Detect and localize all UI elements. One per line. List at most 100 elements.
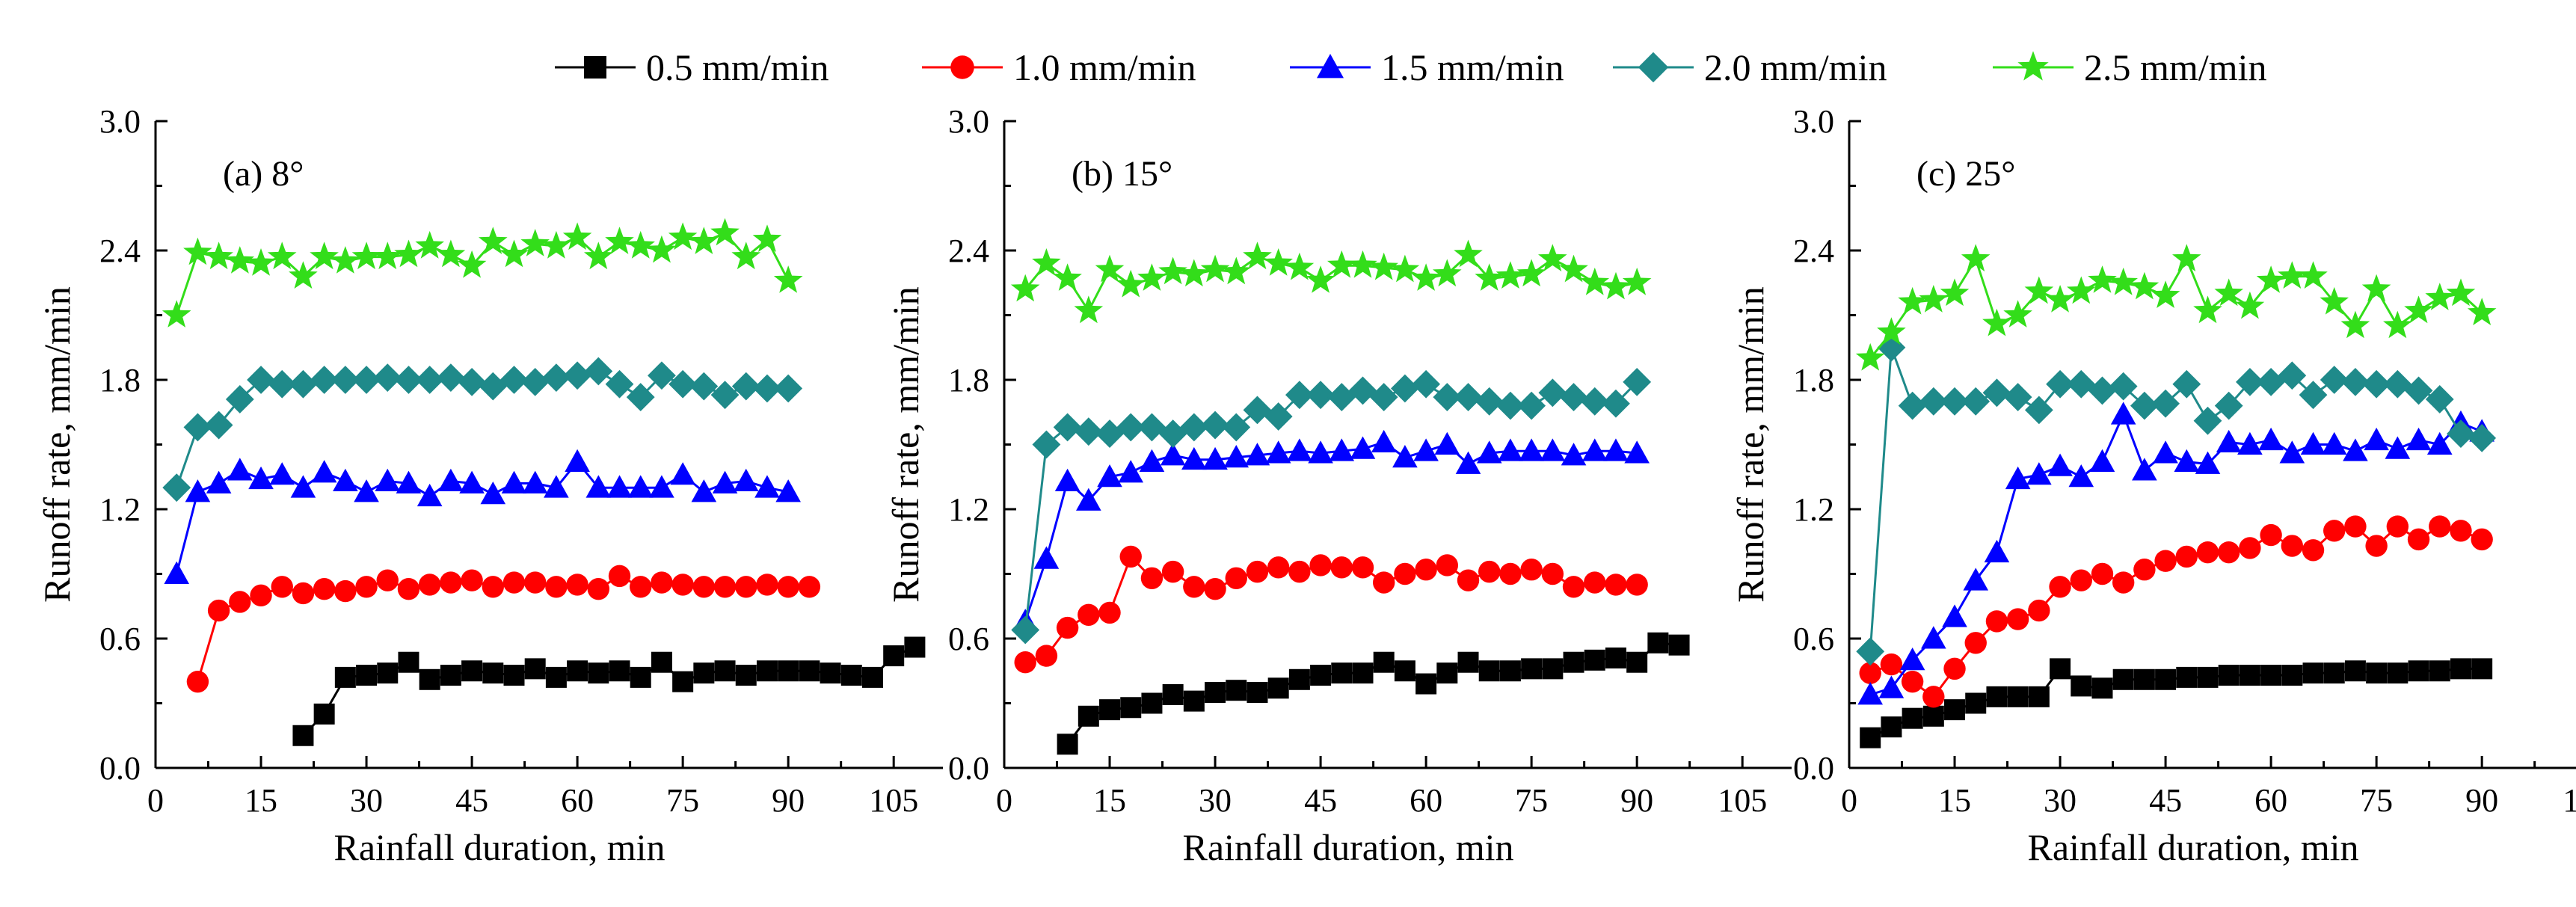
- x-tick-label: 60: [2254, 782, 2287, 819]
- data-point: [1415, 559, 1437, 581]
- series: [186, 565, 821, 693]
- data-point: [394, 239, 423, 268]
- data-point: [689, 227, 719, 254]
- data-point: [459, 470, 485, 494]
- data-point: [2281, 665, 2303, 686]
- data-point: [756, 574, 778, 596]
- data-point: [440, 665, 461, 686]
- data-point: [1373, 651, 1395, 673]
- data-point: [1478, 560, 1501, 583]
- data-point: [501, 470, 527, 494]
- data-point: [1475, 387, 1504, 416]
- x-tick-label: 45: [2149, 782, 2182, 819]
- data-point: [1204, 577, 1226, 600]
- data-point: [798, 576, 821, 598]
- x-tick-label: 45: [1304, 782, 1337, 819]
- data-point: [1519, 438, 1544, 461]
- data-point: [1940, 278, 1970, 307]
- data-point: [1856, 637, 1885, 666]
- data-point: [479, 227, 508, 254]
- data-point: [605, 369, 634, 399]
- data-point: [2112, 668, 2134, 690]
- data-point: [310, 242, 339, 270]
- x-tick-label: 0: [147, 782, 164, 819]
- data-point: [1580, 387, 1609, 416]
- data-point: [562, 222, 592, 250]
- data-point: [1475, 263, 1504, 291]
- data-point: [373, 363, 402, 393]
- data-point: [2112, 571, 2135, 594]
- data-point: [1963, 568, 1989, 591]
- y-tick-label: 0.0: [948, 750, 989, 787]
- data-point: [1056, 616, 1079, 639]
- data-point: [2387, 662, 2409, 684]
- data-point: [2425, 385, 2454, 413]
- data-point: [2426, 431, 2453, 455]
- data-point: [2195, 451, 2221, 474]
- data-point: [2047, 453, 2073, 476]
- data-point: [1372, 571, 1395, 594]
- data-point: [1097, 464, 1122, 488]
- data-point: [461, 569, 483, 591]
- data-point: [2067, 276, 2096, 304]
- data-point: [1053, 263, 1082, 291]
- data-point: [2217, 541, 2240, 564]
- data-point: [2155, 668, 2177, 690]
- data-point: [584, 357, 613, 386]
- data-point: [1433, 259, 1462, 287]
- data-point: [1584, 571, 1606, 594]
- data-point: [627, 475, 654, 498]
- data-point: [651, 571, 673, 594]
- data-point: [352, 366, 381, 394]
- data-point: [331, 246, 360, 274]
- data-point: [668, 222, 698, 250]
- data-point: [2404, 376, 2433, 405]
- series: [1860, 658, 2493, 748]
- legend-entry: 1.0 mm/min: [922, 46, 1196, 88]
- data-point: [1222, 256, 1251, 285]
- data-point: [1881, 716, 1902, 738]
- data-point: [2172, 369, 2201, 399]
- x-tick-label: 15: [1093, 782, 1126, 819]
- data-point: [2153, 440, 2178, 464]
- data-point: [773, 265, 803, 293]
- data-point: [1264, 248, 1293, 276]
- data-point: [334, 579, 357, 603]
- data-point: [2299, 261, 2328, 289]
- data-point: [1455, 451, 1481, 474]
- legend-label: 1.5 mm/min: [1381, 46, 1564, 88]
- data-point: [440, 571, 462, 594]
- data-point: [2429, 515, 2451, 538]
- data-point: [2070, 569, 2092, 591]
- data-point: [778, 660, 799, 682]
- data-point: [292, 582, 315, 605]
- x-tick-label: 90: [772, 782, 805, 819]
- data-point: [820, 662, 841, 684]
- data-point: [289, 261, 318, 289]
- data-point: [1035, 645, 1058, 667]
- data-point: [2197, 666, 2219, 688]
- data-point: [419, 668, 440, 690]
- legend-marker: [950, 55, 974, 79]
- data-point: [520, 367, 550, 396]
- x-axis-title: Rainfall duration, min: [2028, 826, 2359, 868]
- data-point: [2024, 396, 2053, 425]
- data-point: [2447, 419, 2475, 448]
- data-point: [2133, 668, 2155, 690]
- data-point: [1944, 699, 1966, 721]
- data-point: [418, 574, 441, 596]
- y-tick-label: 1.2: [99, 491, 141, 528]
- data-point: [2133, 559, 2156, 581]
- data-point: [1264, 402, 1293, 431]
- series: [1011, 367, 1652, 645]
- data-point: [2218, 665, 2240, 686]
- data-point: [2006, 608, 2029, 630]
- data-point: [269, 462, 295, 485]
- data-point: [693, 662, 715, 684]
- data-point: [482, 576, 504, 598]
- data-point: [1961, 244, 1991, 271]
- data-point: [1457, 569, 1480, 591]
- data-point: [1331, 662, 1353, 684]
- data-point: [1878, 675, 1905, 698]
- x-axis-title: Rainfall duration, min: [334, 826, 665, 868]
